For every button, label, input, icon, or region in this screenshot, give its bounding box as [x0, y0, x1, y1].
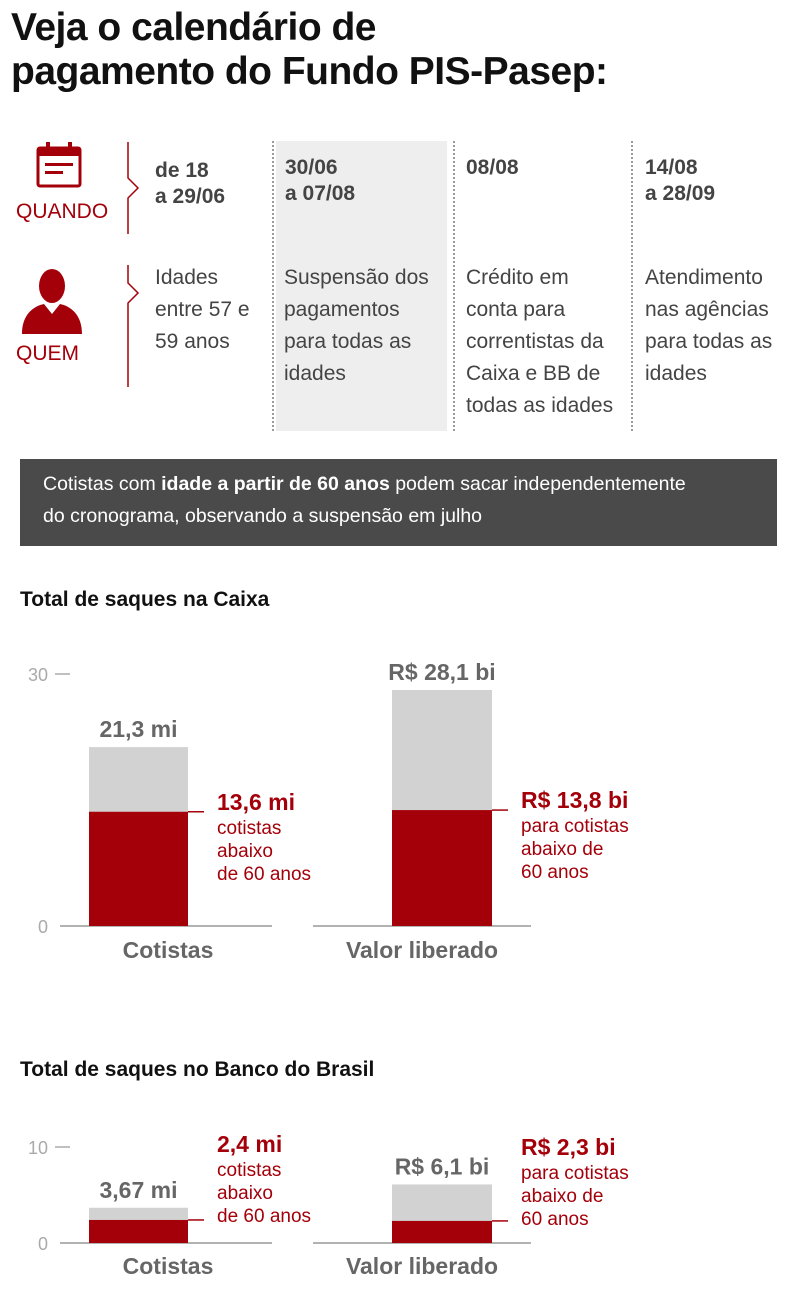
category-label: Cotistas — [123, 1253, 214, 1279]
total-value-label: 21,3 mi — [100, 716, 178, 742]
note-text: Cotistas com — [43, 473, 162, 495]
chart-title-caixa: Total de saques na Caixa — [20, 588, 270, 611]
who-cell-1: Idades entre 57 e 59 anos — [155, 262, 250, 358]
category-label: Valor liberado — [346, 1253, 498, 1279]
who-line: correntistas da — [466, 330, 604, 353]
note-bold: idade a partir de 60 anos — [161, 473, 390, 495]
who-cell-4: Atendimento nas agências para todas as i… — [645, 262, 772, 390]
who-line: pagamentos — [284, 298, 400, 321]
subset-desc-label: 60 anos — [521, 862, 589, 883]
date-cell-2: 30/06 a 07/08 — [285, 155, 355, 207]
suspension-column-highlight — [276, 141, 447, 431]
subset-desc-label: para cotistas — [521, 1163, 629, 1184]
who-line: idades — [284, 362, 346, 385]
note-text: do cronograma, observando a suspensão em… — [43, 505, 483, 527]
title-line-2: pagamento do Fundo PIS-Pasep: — [11, 50, 608, 93]
when-label: QUANDO — [16, 200, 109, 223]
calendar-icon — [36, 142, 82, 188]
who-line: Crédito em — [466, 266, 569, 289]
date-line: a 29/06 — [155, 185, 226, 208]
date-cell-4: 14/08 a 28/09 — [645, 155, 715, 207]
total-value-label: R$ 6,1 bi — [395, 1153, 490, 1179]
who-line: conta para — [466, 298, 566, 321]
subset-desc-label: cotistas — [217, 1160, 281, 1181]
who-line: Suspensão dos — [284, 266, 429, 289]
subset-desc-label: abaixo — [217, 1183, 273, 1204]
who-line: nas agências — [645, 298, 769, 321]
who-line: todas as idades — [466, 394, 614, 417]
info-note: Cotistas com idade a partir de 60 anos p… — [20, 459, 777, 546]
subset-desc-label: para cotistas — [521, 816, 629, 837]
subset-desc-label: cotistas — [217, 818, 281, 839]
subset-desc-label: 60 anos — [521, 1209, 589, 1230]
subset-value-label: R$ 2,3 bi — [521, 1134, 616, 1160]
subset-desc-label: de 60 anos — [217, 864, 311, 885]
chart-title-bb: Total de saques no Banco do Brasil — [20, 1058, 375, 1081]
date-cell-1: de 18 a 29/06 — [155, 158, 225, 210]
subset-value-label: R$ 13,8 bi — [521, 787, 628, 813]
y-tick-label: 0 — [38, 917, 48, 937]
who-line: Idades — [155, 266, 219, 289]
date-line: 08/08 — [466, 156, 519, 179]
total-value-label: R$ 28,1 bi — [388, 659, 495, 685]
who-line: idades — [645, 362, 707, 385]
y-tick-label: 0 — [38, 1234, 48, 1254]
date-line: 14/08 — [645, 156, 698, 179]
who-label: QUEM — [16, 342, 79, 365]
subset-bar — [392, 1220, 492, 1243]
y-tick-label: 10 — [28, 1138, 48, 1158]
who-line: 59 anos — [155, 330, 230, 353]
category-label: Cotistas — [123, 937, 214, 963]
chevron-right-icon — [127, 142, 140, 234]
subset-value-label: 13,6 mi — [217, 789, 295, 815]
who-cell-3: Crédito em conta para correntistas da Ca… — [466, 262, 613, 422]
date-line: a 07/08 — [285, 182, 356, 205]
who-line: Caixa e BB de — [466, 362, 601, 385]
who-line: entre 57 e — [155, 298, 250, 321]
date-line: a 28/09 — [645, 182, 716, 205]
subset-value-label: 2,4 mi — [217, 1131, 282, 1157]
column-divider — [453, 141, 455, 431]
subset-desc-label: abaixo de — [521, 1186, 603, 1207]
category-label: Valor liberado — [346, 937, 498, 963]
title-line-1: Veja o calendário de — [11, 6, 377, 49]
subset-bar — [392, 810, 492, 926]
total-value-label: 3,67 mi — [100, 1177, 178, 1203]
page-title: Veja o calendário de pagamento do Fundo … — [11, 6, 791, 94]
who-cell-2: Suspensão dos pagamentos para todas as i… — [284, 262, 429, 390]
column-divider — [631, 141, 633, 431]
y-tick-label: 30 — [28, 665, 48, 685]
who-line: para todas as — [645, 330, 773, 353]
date-line: 30/06 — [285, 156, 338, 179]
subset-desc-label: abaixo — [217, 841, 273, 862]
subset-desc-label: de 60 anos — [217, 1206, 311, 1227]
note-text: podem sacar independentemente — [389, 473, 686, 495]
who-line: para todas as — [284, 330, 412, 353]
subset-desc-label: abaixo de — [521, 839, 603, 860]
subset-bar — [89, 811, 188, 926]
chevron-right-icon — [127, 265, 140, 387]
date-cell-3: 08/08 — [466, 155, 519, 181]
who-line: Atendimento — [645, 266, 763, 289]
date-line: de 18 — [155, 159, 209, 182]
column-divider — [272, 141, 274, 431]
subset-bar — [89, 1219, 188, 1243]
person-icon — [22, 269, 82, 334]
